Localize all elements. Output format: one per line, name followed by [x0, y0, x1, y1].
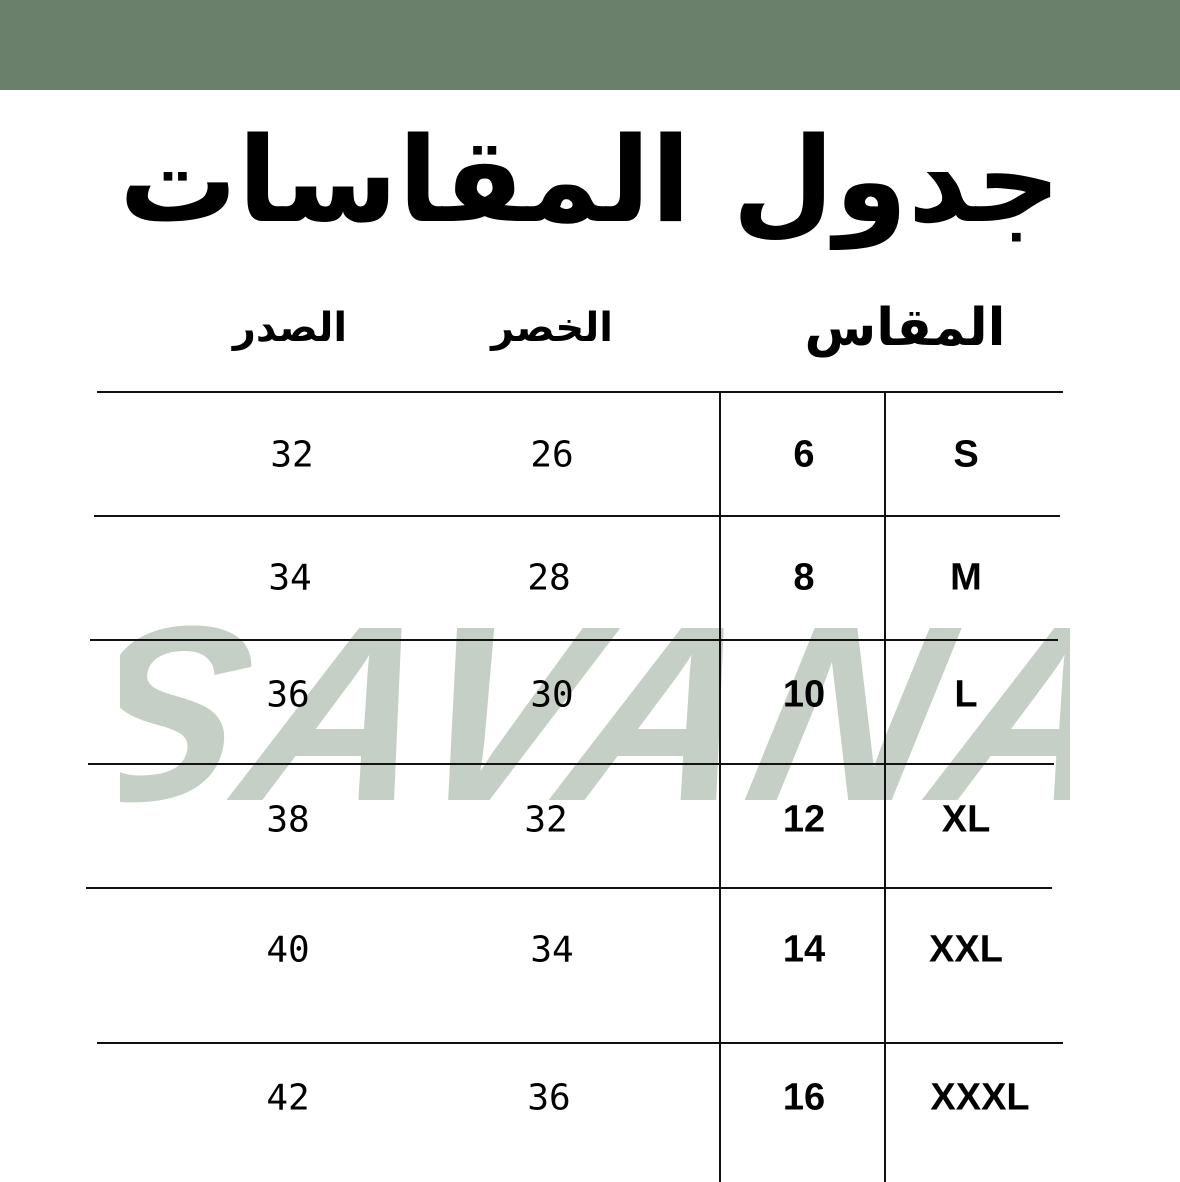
cell-number: 12	[782, 798, 826, 841]
row-divider	[90, 639, 1058, 641]
cell-size: S	[953, 433, 979, 476]
row-divider	[97, 391, 1063, 393]
cell-chest: 32	[270, 434, 314, 476]
header-size: المقاس	[804, 298, 1006, 358]
savana-watermark: SAVANA	[120, 574, 1070, 840]
cell-size: XL	[941, 798, 991, 841]
watermark-text: SAVANA	[120, 574, 1070, 840]
row-divider	[88, 763, 1054, 765]
cell-size: L	[954, 673, 978, 716]
cell-number: 16	[782, 1076, 826, 1119]
cell-size: M	[950, 556, 982, 599]
cell-size: XXXL	[930, 1076, 1030, 1119]
header-chest: الصدر	[232, 305, 348, 351]
cell-waist: 34	[530, 929, 574, 971]
row-divider	[86, 887, 1052, 889]
header-band	[0, 0, 1180, 90]
cell-waist: 28	[527, 557, 571, 599]
cell-chest: 38	[266, 799, 310, 841]
cell-chest: 40	[266, 929, 310, 971]
row-divider	[94, 515, 1060, 517]
cell-number: 14	[782, 928, 826, 971]
row-divider	[97, 1042, 1063, 1044]
cell-waist: 32	[524, 799, 568, 841]
cell-number: 10	[782, 673, 826, 716]
cell-waist: 30	[530, 674, 574, 716]
page-title: جدول المقاسات	[118, 111, 1062, 249]
column-divider	[884, 392, 886, 1182]
cell-waist: 26	[530, 434, 574, 476]
cell-number: 8	[793, 556, 815, 599]
cell-chest: 42	[266, 1077, 310, 1119]
header-waist: الخصر	[491, 305, 613, 351]
column-divider	[719, 392, 721, 1182]
cell-size: XXL	[929, 928, 1003, 971]
cell-number: 6	[793, 433, 815, 476]
cell-chest: 34	[268, 557, 312, 599]
cell-waist: 36	[527, 1077, 571, 1119]
cell-chest: 36	[266, 674, 310, 716]
